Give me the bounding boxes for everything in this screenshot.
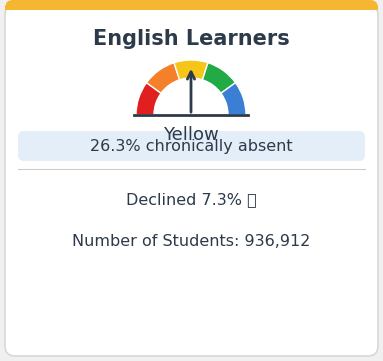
Wedge shape [203,63,236,93]
Text: English Learners: English Learners [93,29,290,49]
Wedge shape [147,63,180,93]
Text: Declined 7.3% ⓩ: Declined 7.3% ⓩ [126,192,256,208]
FancyBboxPatch shape [18,131,365,161]
Text: Yellow: Yellow [163,126,219,144]
Wedge shape [221,83,246,115]
Wedge shape [136,83,161,115]
Text: 26.3% chronically absent: 26.3% chronically absent [90,139,292,153]
FancyBboxPatch shape [5,5,378,356]
Bar [5,5,378,10]
Text: Number of Students: 936,912: Number of Students: 936,912 [72,234,310,248]
FancyBboxPatch shape [5,0,378,10]
Wedge shape [174,60,208,80]
